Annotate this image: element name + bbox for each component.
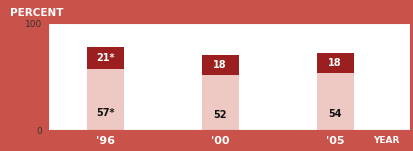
Text: 18: 18 bbox=[328, 58, 341, 68]
Text: '05: '05 bbox=[325, 136, 344, 146]
Text: 18: 18 bbox=[213, 60, 226, 70]
Bar bbox=[201, 55, 238, 75]
Text: '96: '96 bbox=[95, 136, 114, 146]
Text: 52: 52 bbox=[213, 110, 226, 120]
Bar bbox=[316, 72, 353, 130]
Text: PERCENT: PERCENT bbox=[10, 8, 64, 18]
Bar bbox=[201, 75, 238, 130]
Text: 54: 54 bbox=[328, 109, 341, 119]
Bar bbox=[316, 53, 353, 72]
Text: 57*: 57* bbox=[96, 108, 114, 118]
Text: 21*: 21* bbox=[96, 53, 114, 63]
Text: '00: '00 bbox=[210, 136, 229, 146]
Bar bbox=[86, 69, 123, 130]
Text: YEAR: YEAR bbox=[372, 136, 399, 145]
Bar bbox=[86, 47, 123, 69]
